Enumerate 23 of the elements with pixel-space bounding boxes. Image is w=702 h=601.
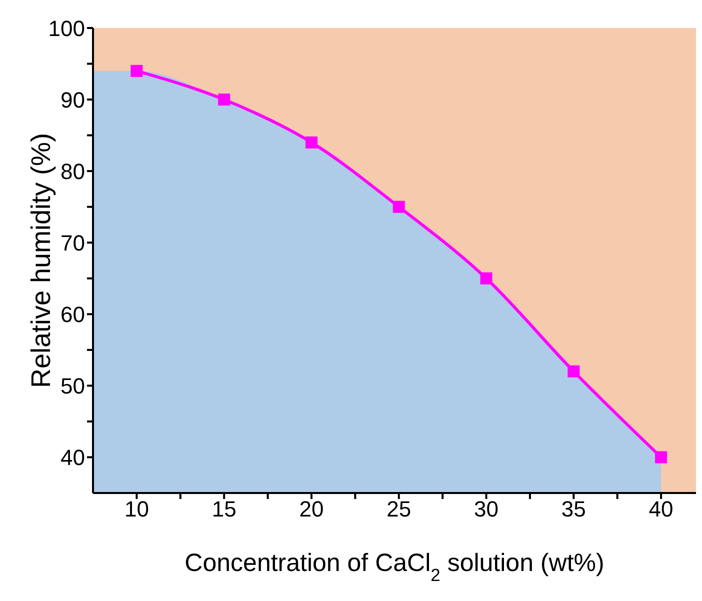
x-axis-title: Concentration of CaCl$_{2}$ solution (wt%) — [184, 549, 604, 585]
x-tick-label: 35 — [561, 496, 586, 522]
y-tick-label: 100 — [48, 16, 85, 41]
x-tick-label: 15 — [212, 496, 236, 522]
point — [480, 272, 492, 284]
y-tick-label: 40 — [60, 445, 85, 470]
y-tick-label: 80 — [60, 158, 85, 184]
y-tick-label: 60 — [60, 302, 85, 327]
x-tick-label: 10 — [124, 496, 149, 522]
point — [392, 200, 405, 213]
x-tick-label: 40 — [648, 496, 674, 522]
point — [130, 64, 143, 77]
point — [305, 136, 318, 148]
y-tick-label: 70 — [60, 230, 85, 256]
point — [655, 451, 668, 464]
y-axis-title: Relative humidity (%) — [26, 132, 56, 388]
point — [568, 365, 580, 378]
y-tick-label: 50 — [60, 374, 85, 398]
y-tick-label: 90 — [60, 87, 85, 112]
x-tick-label: 25 — [386, 496, 412, 522]
point — [218, 94, 230, 106]
x-tick-label: 20 — [299, 496, 324, 522]
x-tick-label: 30 — [474, 496, 499, 522]
